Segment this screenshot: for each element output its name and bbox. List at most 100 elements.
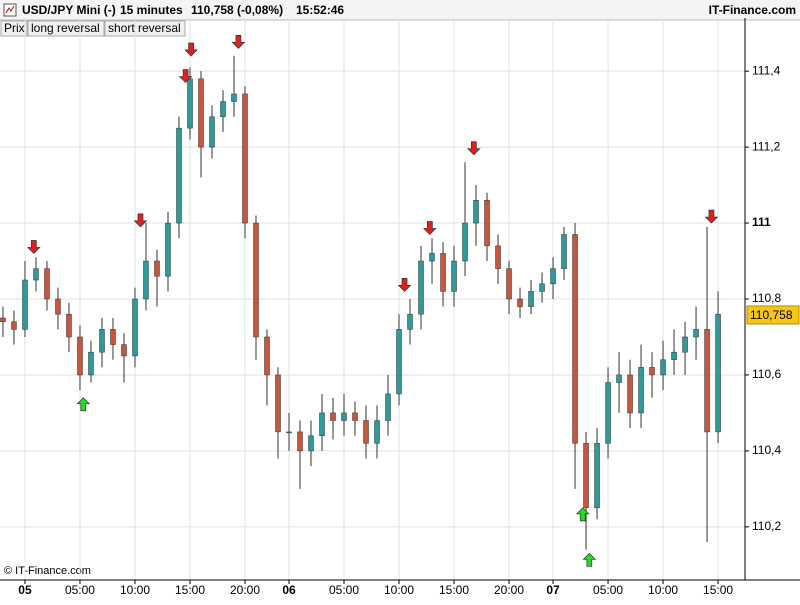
- candle-body: [286, 431, 292, 434]
- x-tick-label: 05:00: [593, 583, 623, 597]
- candle-body: [66, 313, 72, 338]
- candle-body: [715, 313, 721, 433]
- candle-body: [275, 374, 281, 433]
- candle-body: [605, 382, 611, 444]
- tab-label: long reversal: [31, 21, 100, 35]
- last-price-label: 110,758: [750, 308, 793, 322]
- candle-body: [594, 443, 600, 509]
- candle-body: [165, 222, 171, 277]
- x-tick-label: 15:00: [703, 583, 733, 597]
- x-tick-label: 15:00: [439, 583, 469, 597]
- candle-body: [330, 412, 336, 421]
- x-tick-label: 05:00: [329, 583, 359, 597]
- x-tick-label: 05: [18, 583, 32, 597]
- candle-body: [649, 367, 655, 376]
- y-tick-label: 110,8: [752, 291, 781, 305]
- candle-body: [88, 351, 94, 376]
- candle-body: [495, 245, 501, 269]
- tab-label: short reversal: [108, 21, 181, 35]
- signal-arrow: [422, 221, 437, 235]
- y-tick-label: 111,2: [752, 139, 781, 153]
- x-tick-label: 15:00: [175, 583, 205, 597]
- candle-body: [154, 260, 160, 277]
- candle-body: [99, 329, 105, 353]
- last-price-box: [746, 305, 800, 325]
- candle-body: [319, 412, 325, 436]
- candle-body: [11, 321, 17, 330]
- signal-arrow: [466, 141, 481, 156]
- symbol: USD/JPY Mini (-): [22, 3, 116, 17]
- candle-body: [660, 359, 666, 376]
- x-tick-label: 10:00: [120, 583, 150, 597]
- x-tick-label: 06: [282, 583, 296, 597]
- candle-body: [0, 317, 6, 323]
- y-tick-label: 110,4: [752, 443, 781, 457]
- candle-body: [374, 420, 380, 444]
- candle-body: [77, 336, 83, 376]
- candle-body: [385, 393, 391, 421]
- signal-arrow: [397, 278, 412, 292]
- candle-body: [121, 344, 127, 357]
- candle-body: [517, 298, 523, 307]
- signal-arrow: [133, 213, 148, 228]
- x-tick-label: 20:00: [494, 583, 524, 597]
- candle-body: [616, 374, 622, 383]
- candle-body: [396, 329, 402, 395]
- chart-icon-line: [5, 5, 15, 14]
- candle-body: [253, 222, 259, 338]
- candle-body: [308, 435, 314, 452]
- copyright: © IT-Finance.com: [4, 565, 91, 577]
- timeframe: 15 minutes: [120, 3, 183, 17]
- candle-body: [341, 412, 347, 421]
- candle-body: [110, 329, 116, 345]
- tab-label: Prix: [4, 21, 25, 35]
- candle-body: [451, 260, 457, 292]
- header-bar: [0, 0, 800, 20]
- candle-body: [132, 298, 138, 357]
- candle-body: [572, 234, 578, 444]
- signal-arrow: [76, 397, 91, 412]
- candle-body: [44, 268, 50, 300]
- candle-body: [506, 268, 512, 300]
- signal-arrow: [178, 69, 193, 84]
- x-tick-label: 10:00: [648, 583, 678, 597]
- candle-body: [583, 443, 589, 509]
- candle-body: [209, 116, 215, 148]
- candle-body: [561, 234, 567, 269]
- y-tick-label: 110,6: [752, 367, 781, 381]
- candle-body: [407, 313, 413, 330]
- signal-arrow: [231, 35, 246, 49]
- signal-arrow: [575, 507, 590, 522]
- x-tick-label: 20:00: [230, 583, 260, 597]
- y-tick-label: 111,4: [752, 63, 781, 77]
- candle-body: [352, 412, 358, 421]
- candle-body: [473, 200, 479, 224]
- brand: IT-Finance.com: [709, 3, 796, 17]
- tab[interactable]: [104, 20, 186, 37]
- candle-body: [22, 279, 28, 330]
- tab[interactable]: [27, 20, 105, 37]
- tab[interactable]: [0, 20, 28, 37]
- candle-body: [187, 78, 193, 129]
- clock: 15:52:46: [296, 3, 344, 17]
- candle-body: [462, 222, 468, 262]
- candle-body: [440, 253, 446, 292]
- candle-body: [33, 268, 39, 281]
- candle-body: [528, 291, 534, 307]
- candle-body: [484, 200, 490, 247]
- candle-body: [143, 260, 149, 300]
- candle-body: [627, 374, 633, 414]
- quote: 110,758 (-0,08%): [191, 3, 283, 17]
- candle-body: [231, 93, 237, 102]
- candle-body: [297, 431, 303, 452]
- candle-body: [220, 101, 226, 117]
- candle-body: [704, 329, 710, 433]
- x-tick-label: 10:00: [384, 583, 414, 597]
- candle-body: [198, 78, 204, 148]
- signal-arrow: [704, 209, 719, 224]
- y-tick-label: 110,2: [752, 519, 781, 533]
- candle-body: [363, 420, 369, 444]
- candle-body: [176, 127, 182, 224]
- candle-body: [418, 260, 424, 315]
